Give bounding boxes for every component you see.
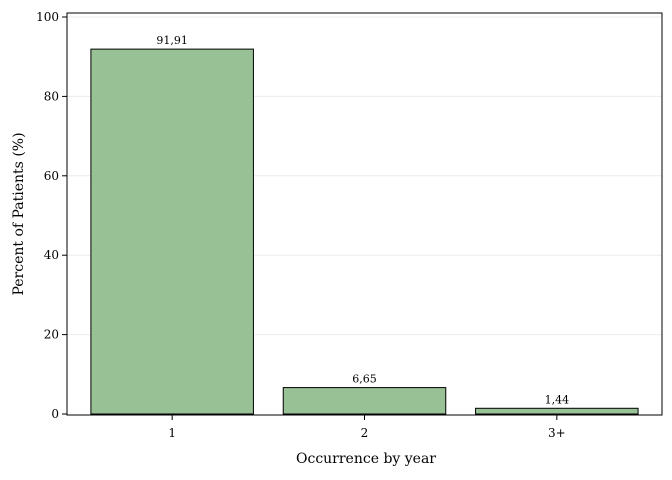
data-label-2: 6,65 — [352, 373, 377, 386]
y-tick-label: 20 — [44, 328, 59, 342]
x-tick-label: 3+ — [548, 426, 566, 440]
y-tick-label: 80 — [44, 89, 59, 103]
y-tick-label: 60 — [44, 169, 59, 183]
data-labels: 91,91 6,65 1,44 — [156, 34, 569, 406]
x-axis-title: Occurrence by year — [296, 451, 436, 467]
bar-3+ — [475, 407, 639, 415]
data-label-1: 91,91 — [156, 34, 188, 47]
bar-1 — [90, 48, 254, 415]
bars — [90, 48, 639, 415]
x-tick-label: 2 — [361, 426, 369, 440]
y-axis-ticks: 0 20 40 60 80 100 — [36, 10, 67, 421]
y-tick-label: 40 — [44, 248, 59, 262]
data-label-3+: 1,44 — [545, 393, 570, 406]
x-axis-ticks: 1 2 3+ — [168, 415, 566, 440]
y-axis-title: Percent of Patients (%) — [11, 132, 27, 295]
bar-2 — [282, 387, 447, 415]
y-tick-label: 100 — [36, 10, 59, 24]
x-tick-label: 1 — [168, 426, 176, 440]
y-tick-label: 0 — [51, 407, 59, 421]
